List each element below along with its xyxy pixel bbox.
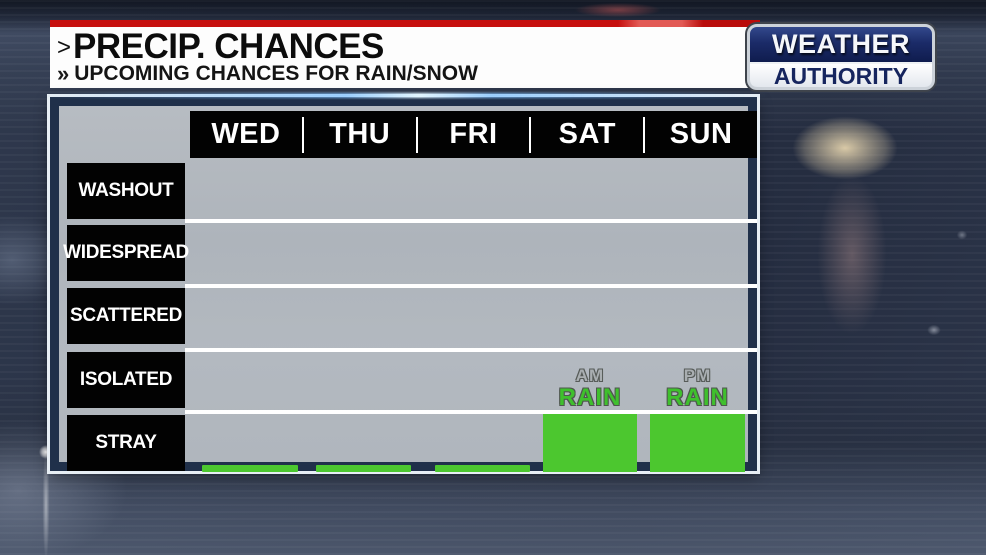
annotation-sat-type: RAIN (558, 384, 622, 411)
page-title: PRECIP. CHANCES (73, 27, 384, 66)
gridline (185, 284, 757, 288)
gridline (185, 219, 757, 223)
title-line: > PRECIP. CHANCES (57, 29, 760, 65)
logo-authority-text: AUTHORITY (750, 63, 932, 87)
annotation-sun: PM RAIN (650, 367, 745, 410)
bar-wed-trace (202, 465, 298, 472)
day-separator (301, 116, 304, 153)
level-label-washout: WASHOUT (67, 163, 185, 219)
title-banner: > PRECIP. CHANCES » UPCOMING CHANCES FOR… (50, 20, 760, 88)
day-label-thu: THU (329, 118, 391, 150)
gridline (185, 348, 757, 352)
day-label-sun: SUN (669, 118, 733, 150)
weather-authority-logo: WEATHER AUTHORITY (747, 24, 935, 90)
subtitle-line: » UPCOMING CHANCES FOR RAIN/SNOW (57, 61, 760, 86)
level-label-scattered: SCATTERED (67, 288, 185, 344)
annotation-sat: AM RAIN (543, 367, 637, 410)
logo-weather-text: WEATHER (750, 27, 932, 64)
day-label-wed: WED (211, 118, 281, 150)
level-label-stray: STRAY (67, 415, 185, 471)
annotation-sun-type: RAIN (666, 384, 729, 411)
banner-content: > PRECIP. CHANCES » UPCOMING CHANCES FOR… (50, 27, 760, 88)
title-arrow-icon: > (57, 34, 72, 61)
day-separator (643, 116, 646, 153)
subtitle-arrow-icon: » (57, 61, 70, 86)
day-separator (415, 116, 418, 153)
banner-red-stripe (50, 20, 760, 27)
level-label-widespread: WIDESPREAD (63, 225, 189, 281)
bar-sat-stray (543, 414, 637, 472)
annotation-sat-time: AM (575, 366, 605, 385)
precip-chances-chart: WED THU FRI SAT SUN WASHOUT WIDESPREAD S… (39, 93, 769, 474)
bar-thu-trace (316, 465, 411, 472)
bar-sun-stray (650, 414, 745, 472)
day-separator (529, 116, 532, 153)
day-axis: WED THU FRI SAT SUN (190, 111, 757, 158)
level-label-isolated: ISOLATED (67, 352, 185, 408)
day-label-fri: FRI (449, 118, 498, 150)
annotation-sun-time: PM (683, 366, 712, 385)
gridline (185, 410, 757, 414)
bar-fri-trace (435, 465, 530, 472)
day-label-sat: SAT (558, 118, 616, 150)
page-subtitle: UPCOMING CHANCES FOR RAIN/SNOW (74, 62, 478, 85)
